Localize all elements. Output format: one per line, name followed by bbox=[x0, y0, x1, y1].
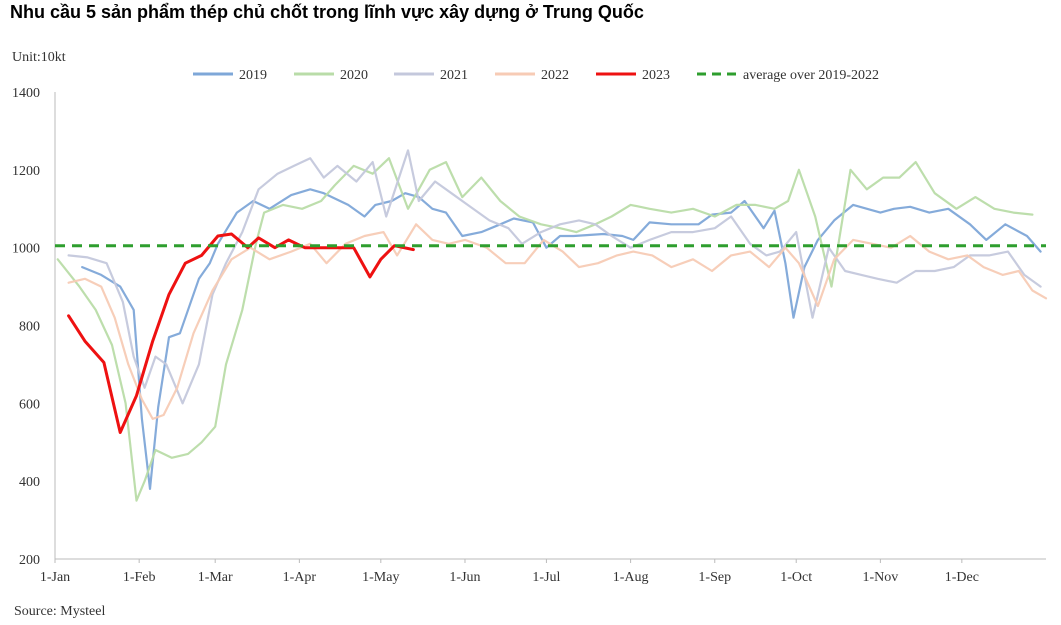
series-line-2023 bbox=[67, 232, 415, 434]
y-tick-label: 1200 bbox=[12, 164, 40, 179]
y-tick-label: 400 bbox=[19, 475, 40, 490]
legend-label: average over 2019-2022 bbox=[743, 68, 879, 83]
y-tick-label: 1400 bbox=[12, 86, 40, 101]
legend: 2019 2020 2021 2022 2023 average over 2019-20… bbox=[193, 68, 879, 83]
y-tick-label: 600 bbox=[19, 397, 40, 412]
series-lines bbox=[55, 149, 1048, 502]
x-tick-label: 1-Feb bbox=[123, 570, 156, 585]
x-tick-label: 1-Apr bbox=[283, 570, 317, 585]
series-line-2022 bbox=[67, 223, 1048, 420]
series-line-2021 bbox=[67, 149, 1042, 405]
x-tick-label: 1-Jun bbox=[449, 570, 480, 585]
legend-label: 2021 bbox=[440, 68, 468, 83]
legend-label: 2022 bbox=[541, 68, 569, 83]
y-tick-label: 800 bbox=[19, 320, 40, 335]
x-tick-label: 1-May bbox=[362, 570, 399, 585]
x-tick-label: 1-Dec bbox=[945, 570, 979, 585]
series-line-2020 bbox=[56, 157, 1034, 502]
x-tick-label: 1-Jul bbox=[532, 570, 560, 585]
chart-title: Nhu cầu 5 sản phẩm thép chủ chốt trong l… bbox=[10, 2, 644, 22]
x-tick-label: 1-Aug bbox=[613, 570, 649, 585]
x-tick-label: 1-Oct bbox=[780, 570, 812, 585]
legend-label: 2020 bbox=[340, 68, 368, 83]
legend-label: 2023 bbox=[642, 68, 670, 83]
y-tick-label: 1000 bbox=[12, 242, 40, 257]
unit-label: Unit:10kt bbox=[12, 50, 66, 65]
source-label: Source: Mysteel bbox=[14, 604, 106, 619]
legend-label: 2019 bbox=[239, 68, 267, 83]
axes: 200 400 600 800 1000 1200 1400 1-Jan 1-Feb 1-Mar 1… bbox=[12, 86, 1046, 585]
x-tick-label: 1-Sep bbox=[698, 570, 731, 585]
y-tick-label: 200 bbox=[19, 553, 40, 568]
x-tick-label: 1-Mar bbox=[198, 570, 233, 585]
x-tick-label: 1-Nov bbox=[862, 570, 898, 585]
x-tick-label: 1-Jan bbox=[40, 570, 70, 585]
